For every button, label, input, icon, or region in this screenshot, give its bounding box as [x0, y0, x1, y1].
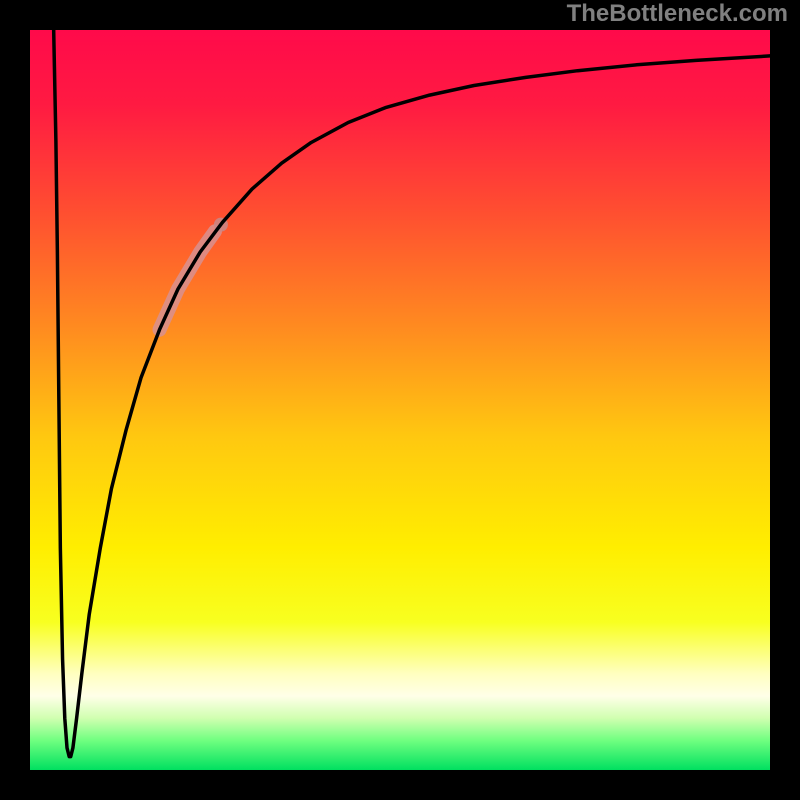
- chart-container: TheBottleneck.com: [0, 0, 800, 800]
- watermark-text: TheBottleneck.com: [567, 0, 788, 28]
- frame-border: [0, 770, 800, 800]
- bottleneck-curve-chart: [0, 0, 800, 800]
- plot-background: [30, 30, 770, 770]
- frame-border: [770, 0, 800, 800]
- frame-border: [0, 0, 30, 800]
